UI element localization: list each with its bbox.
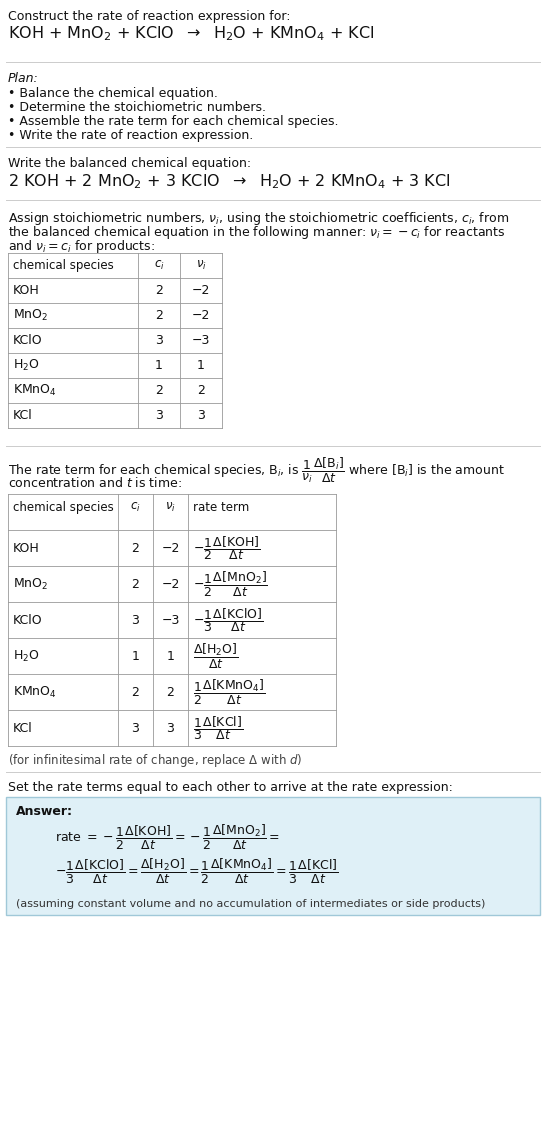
Text: 3: 3 — [155, 335, 163, 347]
Text: 2: 2 — [155, 384, 163, 397]
Text: (assuming constant volume and no accumulation of intermediates or side products): (assuming constant volume and no accumul… — [16, 899, 485, 909]
Text: The rate term for each chemical species, B$_i$, is $\dfrac{1}{\nu_i}\dfrac{\Delt: The rate term for each chemical species,… — [8, 456, 505, 485]
Text: $-\dfrac{1}{3}\dfrac{\Delta[\mathrm{KClO}]}{\Delta t}$: $-\dfrac{1}{3}\dfrac{\Delta[\mathrm{KClO… — [193, 606, 264, 634]
Text: 2: 2 — [132, 542, 139, 555]
Text: $\dfrac{1}{3}\dfrac{\Delta[\mathrm{KCl}]}{\Delta t}$: $\dfrac{1}{3}\dfrac{\Delta[\mathrm{KCl}]… — [193, 714, 243, 742]
Text: the balanced chemical equation in the following manner: $\nu_i = -c_i$ for react: the balanced chemical equation in the fo… — [8, 225, 506, 242]
Text: $-\dfrac{1}{2}\dfrac{\Delta[\mathrm{KOH}]}{\Delta t}$: $-\dfrac{1}{2}\dfrac{\Delta[\mathrm{KOH}… — [193, 534, 261, 562]
Text: Assign stoichiometric numbers, $\nu_i$, using the stoichiometric coefficients, $: Assign stoichiometric numbers, $\nu_i$, … — [8, 210, 509, 227]
Text: KOH: KOH — [13, 542, 40, 555]
FancyBboxPatch shape — [6, 797, 540, 915]
Text: $c_i$: $c_i$ — [130, 501, 141, 514]
Text: chemical species: chemical species — [13, 501, 114, 514]
Text: • Write the rate of reaction expression.: • Write the rate of reaction expression. — [8, 129, 253, 142]
Text: $-\dfrac{1}{3}\dfrac{\Delta[\mathrm{KClO}]}{\Delta t} = \dfrac{\Delta[\mathrm{H_: $-\dfrac{1}{3}\dfrac{\Delta[\mathrm{KClO… — [55, 857, 339, 886]
Text: • Determine the stoichiometric numbers.: • Determine the stoichiometric numbers. — [8, 101, 266, 115]
Text: 2: 2 — [197, 384, 205, 397]
Text: H$_2$O: H$_2$O — [13, 358, 39, 373]
Text: MnO$_2$: MnO$_2$ — [13, 576, 48, 592]
Text: • Assemble the rate term for each chemical species.: • Assemble the rate term for each chemic… — [8, 115, 339, 128]
Text: MnO$_2$: MnO$_2$ — [13, 308, 48, 323]
Text: rate term: rate term — [193, 501, 250, 514]
Text: −2: −2 — [161, 542, 180, 555]
Text: KCl: KCl — [13, 409, 33, 422]
Text: • Balance the chemical equation.: • Balance the chemical equation. — [8, 87, 218, 100]
Text: −2: −2 — [161, 577, 180, 591]
Text: KMnO$_4$: KMnO$_4$ — [13, 685, 57, 700]
Text: $-\dfrac{1}{2}\dfrac{\Delta[\mathrm{MnO_2}]}{\Delta t}$: $-\dfrac{1}{2}\dfrac{\Delta[\mathrm{MnO_… — [193, 569, 268, 599]
Text: 3: 3 — [132, 613, 139, 626]
Text: KClO: KClO — [13, 335, 43, 347]
Text: Write the balanced chemical equation:: Write the balanced chemical equation: — [8, 156, 251, 170]
Text: Answer:: Answer: — [16, 805, 73, 818]
Text: Construct the rate of reaction expression for:: Construct the rate of reaction expressio… — [8, 10, 290, 23]
Text: 3: 3 — [155, 409, 163, 422]
Text: 2: 2 — [167, 685, 174, 699]
Text: 3: 3 — [197, 409, 205, 422]
Text: Plan:: Plan: — [8, 71, 39, 85]
Text: 2 KOH + 2 MnO$_2$ + 3 KClO  $\rightarrow$  H$_2$O + 2 KMnO$_4$ + 3 KCl: 2 KOH + 2 MnO$_2$ + 3 KClO $\rightarrow$… — [8, 172, 450, 191]
Text: concentration and $t$ is time:: concentration and $t$ is time: — [8, 476, 182, 490]
Text: 2: 2 — [132, 577, 139, 591]
Text: 3: 3 — [167, 721, 174, 735]
Text: KOH + MnO$_2$ + KClO  $\rightarrow$  H$_2$O + KMnO$_4$ + KCl: KOH + MnO$_2$ + KClO $\rightarrow$ H$_2$… — [8, 24, 374, 43]
Text: 1: 1 — [167, 650, 174, 662]
Text: KMnO$_4$: KMnO$_4$ — [13, 383, 57, 398]
Text: KCl: KCl — [13, 721, 33, 735]
Text: Set the rate terms equal to each other to arrive at the rate expression:: Set the rate terms equal to each other t… — [8, 781, 453, 794]
Text: $\nu_i$: $\nu_i$ — [195, 259, 206, 272]
Text: chemical species: chemical species — [13, 259, 114, 272]
Text: −2: −2 — [192, 308, 210, 322]
Text: 2: 2 — [132, 685, 139, 699]
Text: H$_2$O: H$_2$O — [13, 649, 39, 663]
Text: 1: 1 — [197, 359, 205, 372]
Text: 3: 3 — [132, 721, 139, 735]
Text: $\dfrac{\Delta[\mathrm{H_2O}]}{\Delta t}$: $\dfrac{\Delta[\mathrm{H_2O}]}{\Delta t}… — [193, 642, 239, 670]
Text: 1: 1 — [155, 359, 163, 372]
Text: rate $= -\dfrac{1}{2}\dfrac{\Delta[\mathrm{KOH}]}{\Delta t} = -\dfrac{1}{2}\dfra: rate $= -\dfrac{1}{2}\dfrac{\Delta[\math… — [55, 823, 280, 852]
Text: −3: −3 — [192, 335, 210, 347]
Text: 2: 2 — [155, 308, 163, 322]
Text: −3: −3 — [161, 613, 180, 626]
Text: (for infinitesimal rate of change, replace $\Delta$ with $d$): (for infinitesimal rate of change, repla… — [8, 752, 302, 769]
Text: −2: −2 — [192, 284, 210, 297]
Text: $c_i$: $c_i$ — [153, 259, 164, 272]
Text: $\nu_i$: $\nu_i$ — [165, 501, 176, 514]
Text: and $\nu_i = c_i$ for products:: and $\nu_i = c_i$ for products: — [8, 238, 155, 255]
Text: KClO: KClO — [13, 613, 43, 626]
Text: 1: 1 — [132, 650, 139, 662]
Text: KOH: KOH — [13, 284, 40, 297]
Text: 2: 2 — [155, 284, 163, 297]
Text: $\dfrac{1}{2}\dfrac{\Delta[\mathrm{KMnO_4}]}{\Delta t}$: $\dfrac{1}{2}\dfrac{\Delta[\mathrm{KMnO_… — [193, 677, 265, 706]
